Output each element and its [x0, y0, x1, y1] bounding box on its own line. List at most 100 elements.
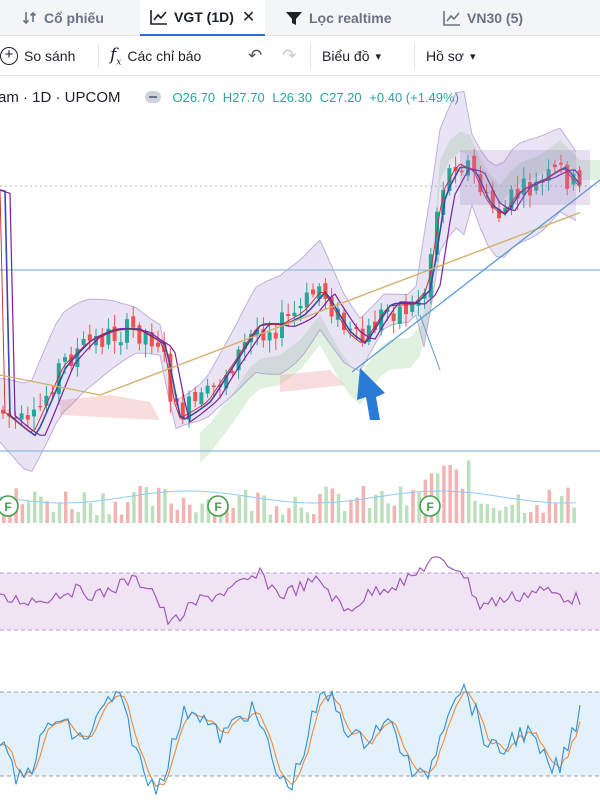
- trendline-support: [351, 179, 600, 373]
- volume-bar: [231, 507, 235, 523]
- candle-body: [1, 409, 5, 414]
- volume-bar: [529, 512, 533, 523]
- volume-bar: [76, 511, 80, 523]
- volume-bar: [287, 508, 291, 523]
- volume-bar: [175, 509, 180, 523]
- tab-realtime-filter[interactable]: Lọc realtime: [285, 0, 391, 36]
- candle-body: [317, 286, 322, 300]
- tab-bar: Cổ phiếu VGT (1D) ✕ Lọc realtime VN30 (5…: [0, 0, 600, 36]
- event-marker: [207, 495, 229, 517]
- ma-line-purple: [0, 167, 581, 436]
- volume-bar: [39, 496, 43, 523]
- tab-stocks[interactable]: Cổ phiếu: [22, 0, 104, 36]
- volume-bar: [274, 506, 279, 523]
- volume-bar: [132, 492, 136, 523]
- volume-bar: [442, 465, 446, 523]
- volume-bar: [305, 512, 310, 523]
- chart-type-button[interactable]: Biểu đồ ▾: [322, 36, 381, 76]
- volume-bar: [82, 492, 87, 523]
- candle-body: [546, 169, 551, 181]
- close-value: C27.20: [319, 89, 362, 105]
- volume-bar: [299, 507, 304, 523]
- chevron-down-icon: ▾: [375, 50, 382, 63]
- candle-body: [211, 385, 216, 388]
- event-marker-label: F: [426, 500, 433, 514]
- candle-body: [255, 329, 260, 336]
- candle-body: [559, 162, 563, 165]
- candle-body: [13, 417, 18, 419]
- volume-bar: [256, 492, 260, 523]
- candle-body: [230, 371, 235, 374]
- volume-bar: [467, 460, 471, 523]
- volume-bar: [45, 501, 49, 523]
- candle-body: [180, 402, 185, 420]
- candle-body: [286, 313, 291, 317]
- candle-body: [292, 312, 297, 317]
- volume-bar: [355, 497, 359, 523]
- event-marker: [419, 495, 441, 517]
- volume-bar: [318, 493, 322, 523]
- volume-bar: [485, 504, 490, 523]
- redo-button[interactable]: ↷: [282, 36, 296, 76]
- candle-body: [19, 413, 24, 420]
- volume-bar: [293, 496, 297, 523]
- toolbar-divider: [98, 44, 99, 68]
- candle-body: [162, 342, 167, 353]
- candle-body: [32, 409, 36, 417]
- candle-body: [404, 302, 408, 315]
- volume-bar: [212, 514, 217, 523]
- candle-body: [354, 327, 359, 330]
- volume-ma-line: [0, 490, 577, 504]
- tab-realtime-label: Lọc realtime: [309, 10, 392, 26]
- volume-bar: [169, 503, 173, 523]
- undo-icon: ↶: [248, 46, 263, 65]
- redo-icon: ↷: [282, 46, 297, 65]
- undo-button[interactable]: ↶: [248, 36, 262, 76]
- volume-bar: [411, 490, 415, 523]
- volume-bar: [510, 504, 514, 523]
- chart-toolbar: + So sánh fx Các chỉ báo ↶ ↷ Biểu đồ ▾ H…: [0, 36, 600, 76]
- volume-bar: [51, 511, 56, 523]
- volume-bar: [498, 510, 502, 523]
- ichimoku-cloud-red: [280, 370, 345, 392]
- toolbar-divider: [310, 44, 311, 68]
- volume-bar: [20, 504, 25, 523]
- profile-button[interactable]: Hồ sơ ▾: [426, 36, 476, 76]
- candle-body: [106, 328, 111, 345]
- candle-body: [156, 342, 160, 347]
- volume-bar: [70, 508, 74, 523]
- event-marker-label: F: [4, 500, 11, 514]
- volume-bar: [281, 514, 285, 523]
- collapse-legend-button[interactable]: [144, 91, 161, 103]
- volume-bar: [566, 487, 570, 523]
- volume-bar: [243, 489, 248, 523]
- close-icon[interactable]: ✕: [241, 9, 256, 26]
- volume-bar: [26, 501, 31, 523]
- volume-bar: [560, 496, 564, 523]
- ohlc-values: O26.70 H27.70 L26.30 C27.20 +0.40 (+1.49…: [173, 90, 463, 105]
- candle-body: [125, 319, 129, 343]
- candle-body: [137, 325, 142, 344]
- chart-icon: [443, 10, 461, 26]
- volume-bar: [206, 499, 211, 523]
- volume-bar: [392, 505, 397, 523]
- volume-bar: [361, 485, 366, 523]
- candle-body: [63, 357, 67, 362]
- candle-body: [360, 328, 365, 343]
- volume-bar: [262, 495, 266, 523]
- volume-bar: [386, 503, 390, 523]
- tab-vgt[interactable]: VGT (1D) ✕: [140, 0, 266, 36]
- volume-bar: [194, 512, 198, 523]
- candle-body: [459, 170, 464, 173]
- bollinger-upper: [0, 90, 577, 402]
- volume-bar: [541, 512, 545, 523]
- indicators-button[interactable]: fx Các chỉ báo: [110, 36, 201, 76]
- tab-vn30[interactable]: VN30 (5): [443, 0, 523, 36]
- volume-bar: [336, 493, 341, 523]
- candle-body: [441, 189, 446, 216]
- stoch-band: [0, 692, 600, 776]
- compare-button[interactable]: + So sánh: [0, 36, 75, 76]
- volume-bar: [516, 494, 521, 523]
- candle-body: [199, 392, 204, 405]
